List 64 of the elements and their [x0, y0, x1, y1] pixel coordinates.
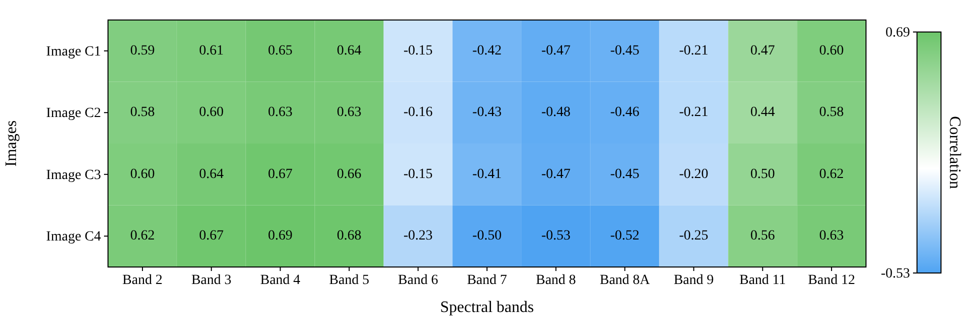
data-label: -0.47	[541, 43, 570, 58]
data-label: -0.15	[404, 166, 433, 182]
data-label: 0.63	[819, 228, 844, 244]
data-label: 0.63	[336, 105, 362, 120]
y-axis-title: Images	[3, 120, 20, 167]
data-label: -0.50	[472, 228, 502, 244]
x-tick-label: Band 6	[398, 272, 438, 288]
x-tick-label: Band 3	[191, 272, 232, 288]
data-label: -0.46	[610, 105, 640, 120]
data-label: 0.62	[130, 228, 155, 244]
data-label: 0.47	[750, 43, 775, 58]
data-label: 0.69	[268, 228, 293, 244]
data-label: 0.58	[819, 105, 844, 120]
data-label: 0.66	[336, 166, 362, 182]
data-label: 0.56	[750, 228, 775, 244]
data-label: 0.44	[750, 105, 775, 120]
x-tick-label: Band 8	[536, 272, 576, 288]
y-tick-label: Image C2	[46, 106, 101, 122]
x-tick-label: Band 9	[674, 272, 714, 288]
data-label: -0.52	[610, 228, 640, 244]
x-tick-label: Band 7	[466, 272, 508, 288]
data-label: -0.48	[541, 105, 570, 120]
x-tick-label: Band 4	[260, 272, 300, 288]
data-label: 0.63	[268, 105, 293, 120]
data-label: -0.45	[610, 43, 640, 58]
x-axis-title: Spectral bands	[440, 299, 534, 316]
data-label: -0.45	[610, 166, 640, 182]
data-label: 0.59	[130, 43, 155, 58]
data-label: -0.41	[472, 166, 502, 182]
color-bar-label: -0.53	[880, 266, 910, 282]
x-tick-label: Band 11	[739, 272, 786, 288]
data-label: 0.58	[130, 105, 155, 120]
data-label: 0.62	[819, 166, 844, 182]
x-tick-label: Band 2	[122, 272, 162, 288]
data-label: 0.64	[336, 43, 362, 58]
data-label: -0.20	[679, 166, 708, 182]
data-label: 0.67	[268, 166, 293, 182]
data-label: -0.21	[679, 43, 708, 58]
data-label: -0.43	[472, 105, 502, 120]
data-label: -0.47	[541, 166, 570, 182]
data-label: 0.60	[130, 166, 155, 182]
data-label: 0.61	[199, 43, 224, 58]
x-tick-label: Band 12	[808, 272, 856, 288]
data-label: -0.21	[679, 105, 708, 120]
y-tick-label: Image C1	[46, 44, 101, 60]
data-label: -0.53	[541, 228, 570, 244]
data-label: 0.60	[199, 105, 224, 120]
data-label: -0.42	[472, 43, 502, 58]
color-bar-title: Correlation	[946, 116, 962, 189]
x-tick-label: Band 8A	[600, 272, 651, 288]
data-label: 0.65	[268, 43, 293, 58]
color-bar-label: 0.69	[886, 25, 910, 40]
y-tick-label: Image C3	[46, 168, 101, 183]
data-label: -0.16	[404, 105, 433, 120]
data-label: 0.68	[336, 228, 362, 244]
data-label: -0.15	[404, 43, 433, 58]
data-label: 0.60	[819, 43, 844, 58]
x-tick-label: Band 5	[329, 272, 370, 288]
data-label: 0.50	[750, 166, 775, 182]
data-label: -0.25	[679, 228, 708, 244]
data-label: -0.23	[404, 228, 433, 244]
y-tick-label: Image C4	[46, 230, 101, 245]
data-label: 0.67	[199, 228, 224, 244]
data-label: 0.64	[199, 166, 224, 182]
